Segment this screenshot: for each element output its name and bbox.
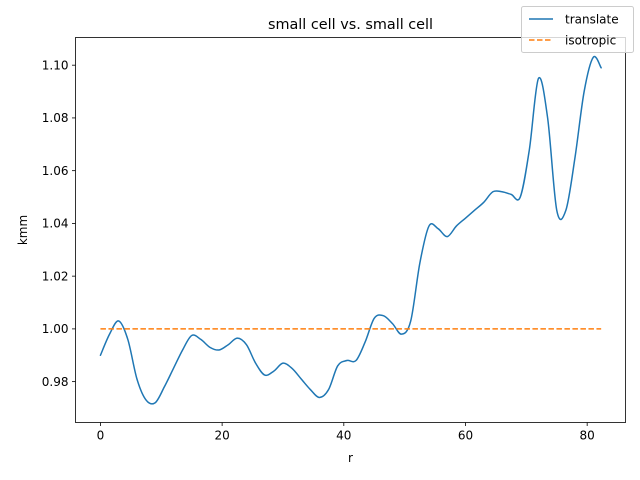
legend-label-translate: translate xyxy=(565,13,619,27)
axes-frame xyxy=(75,37,626,423)
plot-area xyxy=(99,55,602,405)
x-tick-label: 0 xyxy=(97,429,105,443)
y-tick-label: 1.04 xyxy=(42,217,69,231)
x-tick-label: 80 xyxy=(580,429,595,443)
chart-title: small cell vs. small cell xyxy=(268,17,433,33)
legend-label-isotropic: isotropic xyxy=(565,34,616,48)
y-tick-label: 1.10 xyxy=(42,58,69,72)
x-tick-label: 20 xyxy=(214,429,229,443)
y-tick-label: 1.08 xyxy=(42,111,69,125)
y-tick-label: 0.98 xyxy=(42,375,69,389)
y-axis-label: kmm xyxy=(16,215,30,245)
y-tick-label: 1.06 xyxy=(42,164,69,178)
y-tick-label: 1.00 xyxy=(42,322,69,336)
x-axis-ticks: 0 20 40 60 80 xyxy=(97,422,595,443)
legend-frame xyxy=(521,6,634,53)
y-tick-label: 1.02 xyxy=(42,269,69,283)
legend: translate isotropic xyxy=(521,6,634,53)
y-axis-ticks: 0.98 1.00 1.02 1.04 1.06 1.08 1.10 xyxy=(42,58,76,389)
x-axis-label: r xyxy=(348,451,353,465)
x-tick-label: 60 xyxy=(458,429,473,443)
series-line-translate xyxy=(99,55,602,405)
x-tick-label: 40 xyxy=(336,429,351,443)
